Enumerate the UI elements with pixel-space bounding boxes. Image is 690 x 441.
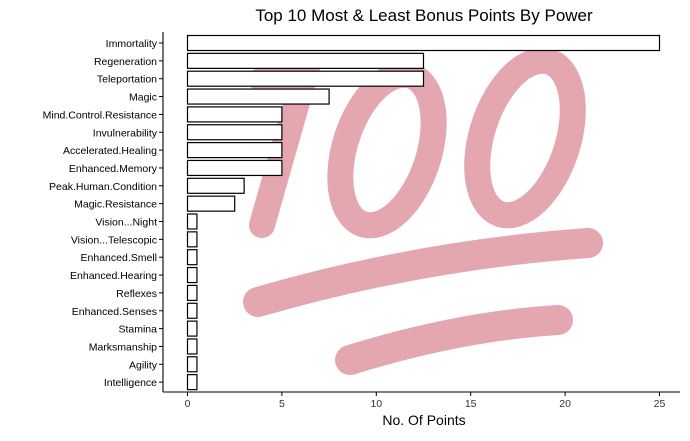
bar (186, 177, 245, 194)
x-axis-label: No. Of Points (382, 412, 465, 428)
bar (186, 195, 236, 212)
bar (186, 338, 198, 355)
y-tick-label: Agility (129, 359, 158, 371)
y-tick-label: Magic.Resistance (74, 199, 157, 211)
bar (186, 142, 283, 159)
y-tick-label: Magic (129, 92, 157, 104)
y-tick-label: Peak.Human.Condition (49, 181, 157, 193)
bar (186, 231, 198, 248)
emoji-digit-zero (327, 61, 447, 239)
bar (186, 302, 198, 319)
x-tick-label: 0 (185, 398, 191, 410)
y-tick-label: Accelerated.Healing (63, 145, 157, 157)
y-tick-label: Stamina (118, 324, 157, 336)
y-axis: Immortality Regeneration Teleportation Magi… (43, 32, 164, 392)
bar (186, 88, 330, 105)
hundred-points-emoji-icon (243, 47, 603, 375)
bars (186, 34, 661, 391)
bar (186, 159, 283, 177)
bar (186, 249, 198, 266)
y-tick-label: Enhanced.Hearing (70, 270, 157, 282)
y-tick-label: Enhanced.Senses (72, 306, 157, 318)
y-tick-label: Mind.Control.Resistance (43, 109, 158, 121)
y-tick-label: Invulnerability (93, 127, 158, 139)
y-tick-label: Immortality (106, 38, 158, 50)
y-tick-label: Enhanced.Memory (69, 163, 158, 175)
y-tick-label: Marksmanship (89, 341, 157, 353)
bar (186, 34, 661, 52)
x-tick-label: 10 (370, 398, 382, 410)
x-tick-label: 20 (559, 398, 571, 410)
y-tick-label: Vision...Night (95, 217, 157, 229)
y-tick-label: Teleportation (97, 74, 157, 86)
bar (186, 52, 425, 69)
bar (186, 266, 198, 284)
emoji-underline (335, 305, 573, 375)
y-tick-label: Enhanced.Smell (81, 252, 157, 264)
emoji-digit-zero (464, 47, 586, 229)
y-tick-label: Vision...Telescopic (71, 234, 157, 246)
chart-title: Top 10 Most & Least Bonus Points By Powe… (255, 6, 593, 25)
y-tick-label: Reflexes (116, 288, 157, 300)
x-tick-label: 15 (465, 398, 477, 410)
y-tick-label: Regeneration (94, 56, 157, 68)
bar (186, 70, 425, 87)
bar (186, 124, 283, 141)
bar (186, 284, 198, 301)
emoji-underline (243, 228, 603, 317)
bar (186, 356, 198, 373)
x-tick-label: 5 (279, 398, 285, 410)
bar (186, 320, 198, 337)
bar (186, 374, 198, 391)
bar (186, 106, 283, 123)
bar (186, 213, 198, 230)
x-tick-label: 25 (654, 398, 666, 410)
y-tick-label: Intelligence (104, 377, 157, 389)
x-axis: 0 5 10 15 20 25 (163, 391, 680, 410)
